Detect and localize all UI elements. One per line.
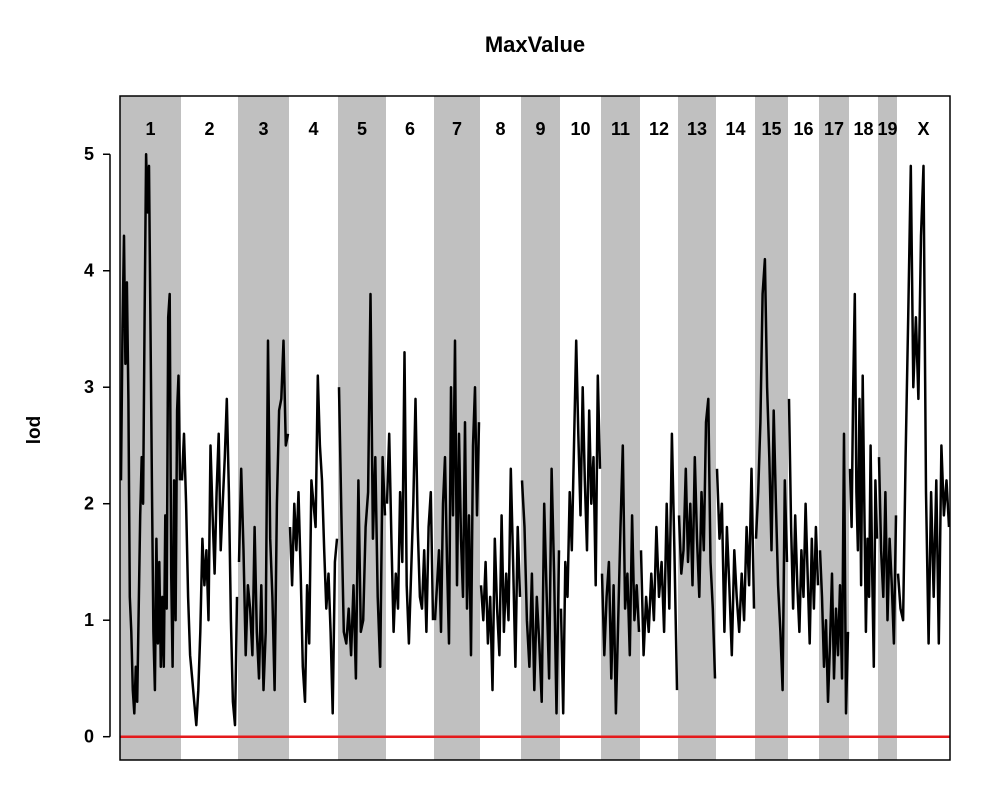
lod-line-chr-13 [677, 397, 717, 679]
lod-line-chr-8 [479, 467, 522, 692]
chromosome-label-6: 6 [405, 119, 415, 139]
y-tick-label: 1 [84, 610, 94, 630]
y-tick-label: 5 [84, 144, 94, 164]
lod-line-chr-18 [848, 292, 879, 669]
chromosome-label-17: 17 [824, 119, 844, 139]
lod-line-chr-7 [433, 339, 481, 657]
y-tick-label: 3 [84, 377, 94, 397]
chromosome-band-13 [678, 96, 716, 760]
chromosome-label-11: 11 [611, 119, 630, 139]
lod-line-chr-4 [288, 374, 339, 715]
y-tick-label: 0 [84, 727, 94, 747]
chromosome-label-16: 16 [793, 119, 813, 139]
lod-line-chr-17 [818, 432, 850, 715]
chromosome-label-12: 12 [649, 119, 669, 139]
chromosome-label-x: X [917, 119, 929, 139]
chromosome-label-10: 10 [570, 119, 590, 139]
chromosome-label-13: 13 [687, 119, 707, 139]
chromosome-band-11 [601, 96, 640, 760]
y-tick-label: 4 [84, 261, 94, 281]
chromosome-label-14: 14 [725, 119, 745, 139]
chromosome-label-2: 2 [204, 119, 214, 139]
chromosome-label-1: 1 [145, 119, 155, 139]
chromosome-label-8: 8 [495, 119, 505, 139]
y-axis: 0 1 2 3 4 5 [84, 144, 111, 747]
chromosome-label-15: 15 [761, 119, 781, 139]
chromosome-label-5: 5 [357, 119, 367, 139]
lod-series [119, 152, 951, 727]
lod-line-chr-3 [237, 339, 290, 692]
chromosome-label-19: 19 [877, 119, 897, 139]
chromosome-band-5 [338, 96, 386, 760]
lod-line-chr-19 [877, 457, 898, 645]
chart-title: MaxValue [485, 32, 585, 57]
plot-frame [119, 95, 951, 761]
lod-line-chr-12 [639, 432, 679, 691]
chromosome-label-7: 7 [452, 119, 462, 139]
lod-line-chr-15 [754, 257, 789, 692]
chromosome-label-9: 9 [535, 119, 545, 139]
y-axis-label: lod [24, 416, 45, 445]
lod-line-chr-9 [520, 467, 561, 715]
lod-line-chr-10 [559, 339, 602, 715]
chromosome-labels: 1 2 3 4 5 6 7 8 9 10 11 12 13 14 15 16 17 18 19 X [145, 119, 929, 139]
lod-line-chr-6 [385, 351, 435, 645]
chromosome-label-18: 18 [853, 119, 873, 139]
chromosome-label-4: 4 [308, 119, 318, 139]
lod-line-chr-2 [180, 397, 239, 727]
lod-line-chr-5 [337, 292, 387, 680]
lod-line-chr-14 [715, 467, 756, 657]
lod-line-chr-x [896, 164, 951, 645]
chromosome-band-19 [878, 96, 897, 760]
chromosome-band-7 [434, 96, 480, 760]
y-tick-label: 2 [84, 494, 94, 514]
lod-line-chr-1 [119, 152, 182, 715]
lod-line-chr-16 [787, 398, 820, 645]
lod-line-chr-11 [600, 444, 641, 715]
chromosome-label-3: 3 [258, 119, 268, 139]
